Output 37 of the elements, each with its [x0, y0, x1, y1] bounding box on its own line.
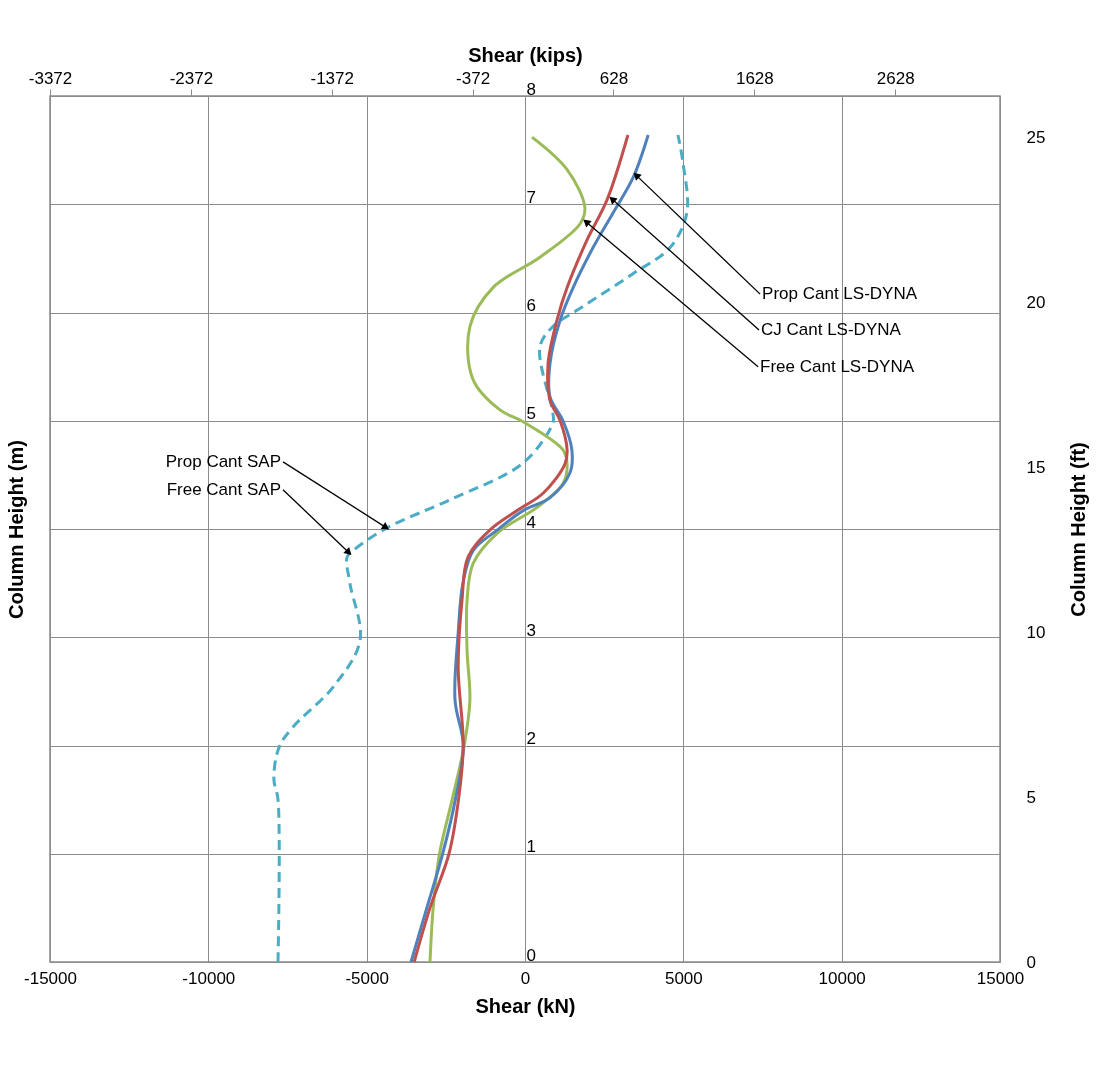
x-tick-label: -10000	[182, 968, 236, 988]
y2-tick-label: 0	[1026, 952, 1036, 972]
annotation: Free Cant LS-DYNA	[760, 356, 915, 376]
y2-tick-label: 10	[1026, 622, 1046, 642]
annotation: CJ Cant LS-DYNA	[761, 319, 902, 339]
annotation: Prop Cant SAP	[165, 451, 282, 471]
x-tick-label: -5000	[345, 968, 389, 988]
y-tick-label: 4	[526, 512, 536, 532]
x2-axis-title: Shear (kips)	[468, 43, 583, 66]
y-axis-title: Column Height (m)	[4, 440, 27, 619]
x-axis-title: Shear (kN)	[475, 994, 576, 1017]
y2-tick-label: 25	[1026, 127, 1046, 147]
x-tick-label: 15000	[976, 968, 1025, 988]
x2-tick-label: -1372	[310, 68, 354, 88]
y2-tick-label: 5	[1026, 787, 1036, 807]
x2-tick-label: 628	[599, 68, 629, 88]
y-tick-label: 7	[526, 187, 536, 207]
y2-axis-title: Column Height (ft)	[1067, 442, 1090, 617]
y2-tick-label: 20	[1026, 292, 1046, 312]
annotation: Prop Cant LS-DYNA	[762, 284, 918, 304]
x-tick-label: -15000	[24, 968, 77, 988]
x2-tick-label: -372	[456, 68, 491, 88]
y-tick-label: 2	[526, 729, 536, 748]
y-tick-label: 0	[526, 945, 536, 965]
x2-tick-label: 2628	[876, 68, 915, 88]
x2-tick-label: -2372	[169, 68, 214, 88]
y2-tick-label: 15	[1026, 457, 1046, 477]
y-tick-label: 6	[526, 296, 536, 315]
y-tick-label: 3	[526, 620, 536, 640]
x2-tick-label: 1628	[735, 68, 774, 88]
x-tick-label: 10000	[818, 968, 866, 988]
x-tick-label: 5000	[664, 968, 703, 988]
x2-tick-label: -3372	[28, 68, 73, 88]
y-tick-label: 8	[526, 79, 536, 99]
y-tick-label: 1	[526, 837, 536, 857]
annotation: Free Cant SAP	[166, 479, 281, 499]
y-tick-label: 5	[526, 404, 536, 424]
